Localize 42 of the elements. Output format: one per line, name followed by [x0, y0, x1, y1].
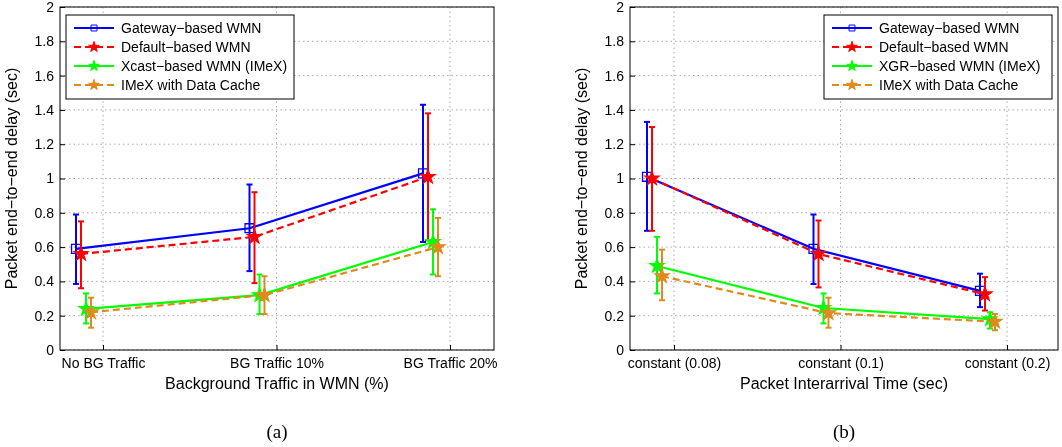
y-tick-label: 1.6 [604, 67, 625, 84]
y-tick-label: 0.4 [604, 273, 625, 290]
y-tick-label: 1.8 [34, 33, 55, 50]
y-tick-label: 1.8 [604, 33, 625, 50]
legend-label: Default−based WMN [121, 39, 251, 55]
x-tick-label: BG Traffic 10% [230, 354, 324, 371]
x-axis-title: Background Traffic in WMN (%) [165, 375, 389, 392]
y-tick-label: 1.2 [604, 136, 625, 153]
y-tick-label: 0.6 [604, 239, 625, 256]
legend-label: Gateway−based WMN [879, 20, 1020, 36]
y-tick-label: 1 [616, 170, 625, 187]
y-tick-label: 0.8 [34, 204, 55, 221]
y-tick-label: 2 [616, 0, 625, 15]
text: (b) [832, 421, 856, 443]
y-tick-label: 1 [46, 170, 55, 187]
legend-label: Default−based WMN [879, 39, 1009, 55]
y-axis-title: Packet end−to−end delay (sec) [3, 67, 20, 290]
y-axis-title: Packet end−to−end delay (sec) [573, 67, 590, 290]
x-tick-label: constant (0.2) [964, 354, 1051, 371]
x-tick-label: BG Traffic 20% [403, 354, 498, 371]
y-tick-label: 0.8 [604, 204, 625, 221]
y-tick-label: 0.2 [34, 307, 55, 324]
x-tick-label: constant (0.1) [798, 354, 884, 371]
legend-label: Gateway−based WMN [121, 20, 262, 36]
legend-label: IMeX with Data Cache [121, 77, 261, 93]
y-tick-label: 0.2 [604, 307, 625, 324]
y-tick-label: 1.6 [34, 67, 55, 84]
y-tick-label: 2 [46, 0, 55, 15]
legend-label: XGR−based WMN (IMeX) [879, 58, 1041, 74]
legend-label: IMeX with Data Cache [879, 77, 1019, 93]
y-tick-label: 0.4 [34, 273, 55, 290]
legend-label: Xcast−based WMN (IMeX) [121, 58, 288, 74]
x-axis-title: Packet Interarrival Time (sec) [739, 375, 949, 392]
x-tick-label: No BG Traffic [61, 354, 146, 371]
y-tick-label: 0 [46, 341, 55, 358]
y-tick-label: 0 [616, 341, 625, 358]
y-tick-label: 1.2 [34, 136, 55, 153]
x-tick-label: constant (0.08) [627, 354, 722, 371]
y-tick-label: 0.6 [34, 239, 55, 256]
text: (a) [266, 421, 288, 443]
y-tick-label: 1.4 [604, 101, 625, 118]
y-tick-label: 1.4 [34, 101, 55, 118]
